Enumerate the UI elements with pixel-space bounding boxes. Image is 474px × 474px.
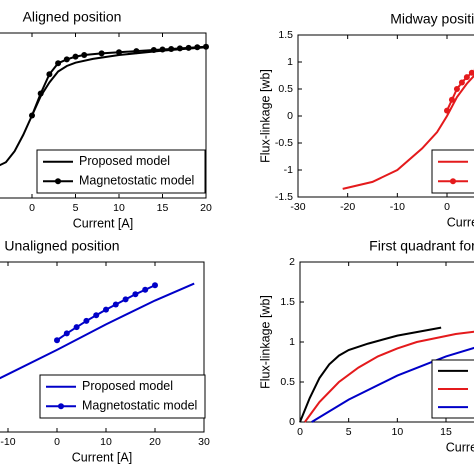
x-tick-label: 0	[444, 201, 450, 213]
marker	[98, 50, 105, 57]
marker	[83, 317, 90, 324]
y-axis-label: Flux-linkage [wb]	[258, 295, 272, 389]
x-tick-label: 10	[113, 202, 125, 214]
legend-box	[39, 374, 206, 419]
y-tick-label: -1	[284, 164, 293, 176]
x-tick-label: -30	[290, 201, 305, 213]
series-line	[0, 282, 195, 380]
legend-label: Magnetostatic model	[82, 399, 197, 413]
chart-title: Aligned position	[23, 9, 122, 25]
marker	[159, 46, 166, 53]
y-tick-label: 1.5	[280, 296, 295, 308]
x-tick-label: 30	[198, 436, 210, 448]
marker	[116, 49, 122, 56]
x-tick-label: 5	[73, 202, 79, 214]
legend-marker	[55, 178, 61, 185]
x-tick-label: -10	[0, 436, 15, 448]
marker	[168, 45, 175, 52]
marker	[55, 60, 62, 67]
marker	[37, 90, 44, 97]
marker	[468, 69, 474, 76]
x-tick-label: -10	[390, 201, 405, 213]
marker	[203, 43, 209, 50]
marker	[458, 79, 465, 86]
legend-box	[36, 149, 206, 194]
y-tick-label: 2	[289, 256, 295, 268]
x-axis-label: Current [A]	[72, 450, 132, 464]
marker	[54, 337, 60, 344]
legend-marker	[58, 403, 64, 410]
x-tick-label: 0	[54, 436, 60, 448]
series-line	[446, 70, 474, 112]
marker	[176, 45, 183, 52]
marker	[29, 112, 35, 119]
legend-label: Proposed model	[79, 154, 170, 168]
y-tick-label: 0	[289, 416, 295, 428]
x-tick-label: 0	[297, 426, 303, 438]
series-line	[31, 45, 207, 116]
marker	[73, 324, 80, 331]
y-tick-label: 1	[289, 336, 295, 348]
marker	[150, 47, 157, 54]
marker	[194, 44, 201, 51]
legend-label: Proposed model	[82, 379, 173, 393]
x-tick-label: -20	[340, 201, 355, 213]
chart-title: Midway position	[390, 11, 474, 27]
marker	[72, 53, 79, 60]
legend-label: Magnetostatic model	[79, 174, 194, 188]
marker	[63, 56, 70, 63]
x-tick-label: 10	[391, 426, 403, 438]
x-tick-label: 15	[157, 202, 169, 214]
x-tick-label: 5	[346, 426, 352, 438]
y-axis-label: Flux-linkage [wb]	[258, 69, 272, 163]
series-line	[56, 284, 156, 342]
marker	[103, 306, 109, 313]
x-tick-label: 20	[149, 436, 161, 448]
marker	[132, 291, 139, 298]
y-tick-label: 1.5	[278, 29, 293, 41]
chart-title: Unaligned position	[4, 238, 119, 254]
y-tick-label: 0.5	[280, 376, 295, 388]
marker	[93, 312, 100, 319]
series-line	[0, 46, 207, 167]
x-tick-label: 0	[29, 202, 35, 214]
marker	[46, 71, 53, 78]
x-tick-label: 20	[200, 202, 212, 214]
y-tick-label: 0.5	[278, 83, 293, 95]
x-tick-label: 15	[440, 426, 452, 438]
marker	[463, 74, 470, 81]
series-line	[311, 346, 474, 423]
y-tick-label: -0.5	[275, 137, 293, 149]
series-line	[342, 74, 474, 190]
x-axis-label: Current [A]	[447, 215, 474, 229]
y-tick-label: 0	[287, 110, 293, 122]
marker	[152, 282, 158, 289]
chart-title: First quadrant for the p	[369, 238, 474, 254]
legend-box	[431, 149, 474, 194]
series-line	[304, 330, 474, 423]
marker	[133, 48, 140, 55]
marker	[185, 44, 192, 51]
series-line	[299, 326, 442, 423]
marker	[122, 296, 129, 303]
x-axis-label: Current [A]	[446, 440, 474, 454]
marker	[448, 96, 455, 103]
marker	[444, 107, 450, 114]
x-axis-label: Current [A]	[73, 216, 133, 230]
marker	[112, 301, 119, 308]
marker	[142, 286, 149, 293]
marker	[81, 52, 88, 58]
legend-marker	[450, 178, 456, 185]
x-tick-label: 10	[100, 436, 112, 448]
marker	[453, 86, 460, 92]
y-tick-label: 1	[287, 56, 293, 68]
y-tick-label: -1.5	[275, 191, 293, 203]
marker	[63, 330, 70, 337]
